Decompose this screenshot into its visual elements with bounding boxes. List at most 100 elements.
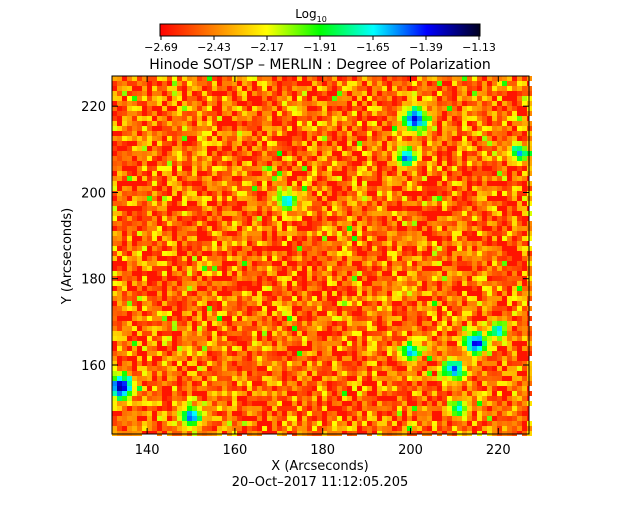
heatmap-cell (427, 331, 432, 336)
heatmap-cell (447, 326, 452, 331)
heatmap-cell (267, 106, 272, 111)
heatmap-cell (227, 111, 232, 116)
heatmap-cell (317, 416, 322, 421)
heatmap-cell (172, 351, 177, 356)
heatmap-cell (247, 421, 252, 426)
heatmap-cell (227, 301, 232, 306)
heatmap-cell (277, 221, 282, 226)
heatmap-cell (517, 386, 522, 391)
heatmap-cell (407, 216, 412, 221)
heatmap-cell (337, 266, 342, 271)
heatmap-cell (117, 151, 122, 156)
heatmap-cell (297, 426, 302, 431)
heatmap-cell (422, 291, 427, 296)
heatmap-cell (392, 291, 397, 296)
heatmap-cell (152, 191, 157, 196)
heatmap-cell (177, 181, 182, 186)
heatmap-cell (362, 221, 367, 226)
heatmap-cell (222, 321, 227, 326)
heatmap-cell (297, 311, 302, 316)
heatmap-cell (297, 391, 302, 396)
heatmap-cell (497, 276, 502, 281)
heatmap-cell (132, 346, 137, 351)
heatmap-cell (352, 321, 357, 326)
heatmap-cell (417, 266, 422, 271)
heatmap-cell (487, 206, 492, 211)
heatmap-cell (312, 301, 317, 306)
heatmap-cell (227, 326, 232, 331)
heatmap-cell (437, 301, 442, 306)
heatmap-cell (497, 186, 502, 191)
heatmap-cell (177, 396, 182, 401)
heatmap-cell (362, 176, 367, 181)
heatmap-cell (127, 381, 132, 386)
heatmap-cell (242, 376, 247, 381)
heatmap-cell (327, 346, 332, 351)
heatmap-cell (317, 221, 322, 226)
heatmap-cell (402, 126, 407, 131)
heatmap-cell (437, 366, 442, 371)
heatmap-cell (137, 241, 142, 246)
heatmap-cell (272, 86, 277, 91)
heatmap-cell (447, 356, 452, 361)
heatmap-cell (277, 281, 282, 286)
heatmap-cell (202, 401, 207, 406)
heatmap-cell (172, 376, 177, 381)
heatmap-cell (517, 276, 522, 281)
heatmap-cell (432, 351, 437, 356)
heatmap-cell (177, 256, 182, 261)
heatmap-cell (417, 121, 422, 126)
heatmap-cell (187, 91, 192, 96)
heatmap-cell (207, 86, 212, 91)
heatmap-cell (372, 171, 377, 176)
heatmap-cell (192, 336, 197, 341)
heatmap-cell (192, 126, 197, 131)
heatmap-cell (282, 106, 287, 111)
heatmap-cell (247, 376, 252, 381)
heatmap-cell (522, 396, 527, 401)
heatmap-cell (222, 361, 227, 366)
heatmap-cell (302, 86, 307, 91)
heatmap-cell (452, 236, 457, 241)
heatmap-cell (132, 96, 137, 101)
heatmap-cell (382, 241, 387, 246)
heatmap-cell (257, 386, 262, 391)
heatmap-cell (212, 366, 217, 371)
heatmap-cell (367, 346, 372, 351)
heatmap-cell (352, 366, 357, 371)
heatmap-cell (367, 186, 372, 191)
heatmap-cell (162, 86, 167, 91)
heatmap-cell (402, 251, 407, 256)
heatmap-cell (137, 106, 142, 111)
heatmap-cell (512, 231, 517, 236)
heatmap-cell (492, 286, 497, 291)
heatmap-cell (252, 256, 257, 261)
heatmap-cell (282, 216, 287, 221)
heatmap-cell (277, 206, 282, 211)
heatmap-cell (427, 76, 432, 81)
heatmap-cell (197, 246, 202, 251)
heatmap-cell (267, 326, 272, 331)
heatmap-cell (277, 146, 282, 151)
heatmap-cell (407, 306, 412, 311)
heatmap-cell (422, 316, 427, 321)
heatmap-cell (182, 241, 187, 246)
heatmap-cell (357, 171, 362, 176)
heatmap-cell (397, 276, 402, 281)
heatmap-cell (272, 141, 277, 146)
heatmap-cell (332, 376, 337, 381)
heatmap-cell (432, 196, 437, 201)
heatmap-cell (132, 281, 137, 286)
heatmap-cell (292, 186, 297, 191)
heatmap-cell (342, 396, 347, 401)
heatmap-cell (207, 91, 212, 96)
heatmap-cell (407, 301, 412, 306)
heatmap-cell (277, 171, 282, 176)
heatmap-cell (307, 351, 312, 356)
heatmap-cell (327, 96, 332, 101)
heatmap-cell (322, 136, 327, 141)
heatmap-cell (222, 161, 227, 166)
heatmap-cell (247, 211, 252, 216)
heatmap-cell (272, 166, 277, 171)
heatmap-cell (222, 411, 227, 416)
